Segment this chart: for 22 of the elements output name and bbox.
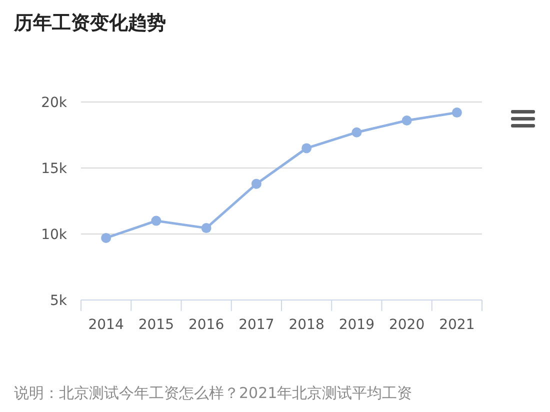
y-tick-label: 5k [50, 293, 68, 309]
point [352, 127, 362, 138]
x-tick-label: 2021 [439, 317, 475, 333]
point [101, 232, 112, 243]
point [402, 115, 412, 126]
x-tick-label: 2020 [388, 317, 425, 333]
point [452, 108, 462, 118]
x-tick-label: 2017 [238, 317, 274, 333]
text: 说明：北京测试今年工资怎么样？2021年北京测试平均工资 [14, 384, 412, 402]
point [201, 223, 212, 234]
y-tick-label: 20k [41, 95, 68, 111]
point [302, 143, 312, 154]
chart-title: 历年工资变化趋势 [13, 12, 166, 34]
y-tick-label: 10k [41, 227, 68, 243]
x-tick-label: 2016 [188, 317, 224, 333]
x-tick-label: 2018 [288, 317, 324, 333]
x-tick-label: 2015 [138, 317, 174, 333]
x-tick-label: 2019 [338, 317, 375, 333]
point [151, 216, 162, 226]
x-tick-label: 2014 [88, 317, 124, 333]
y-tick-label: 15k [41, 161, 68, 177]
point [251, 178, 262, 189]
